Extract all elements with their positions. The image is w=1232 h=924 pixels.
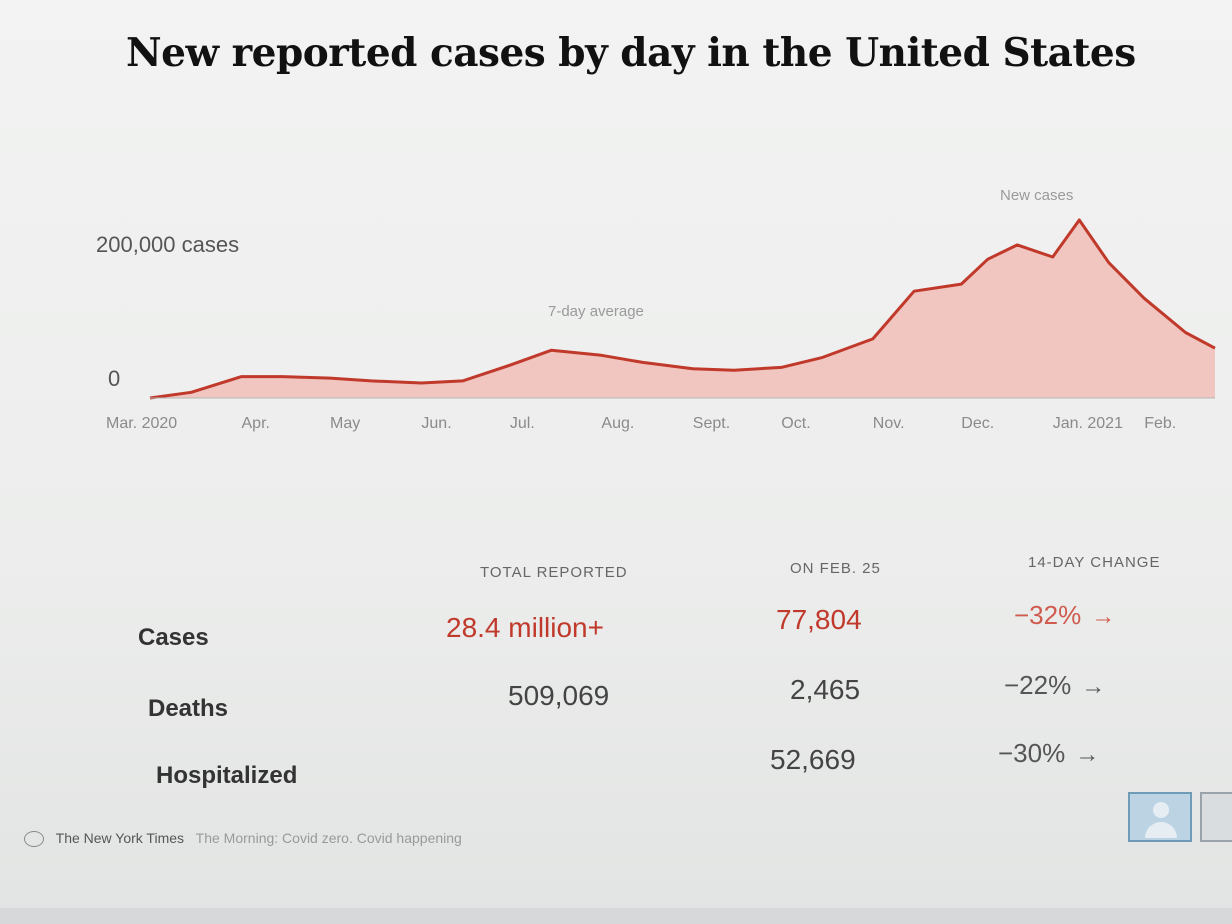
hospitalized-change: −30% → xyxy=(998,738,1099,769)
footer-story-link[interactable]: The Morning: Covid zero. Covid happening xyxy=(195,830,462,846)
avatar-secondary[interactable] xyxy=(1200,792,1232,842)
footer: The New York Times The Morning: Covid ze… xyxy=(24,830,462,848)
deaths-change: −22% → xyxy=(1004,670,1105,701)
x-tick-label: Feb. xyxy=(1144,415,1176,432)
cases-chart: 200,000 cases 0 Mar. 2020 Apr. May Jun. Jul.… xyxy=(96,187,1216,432)
x-tick-label: Mar. 2020 xyxy=(106,415,177,432)
row-label-hospitalized: Hospitalized xyxy=(156,762,298,789)
hospitalized-on-date: 52,669 xyxy=(770,744,856,775)
trend-arrow-icon: → xyxy=(1075,741,1100,768)
x-tick-label: Oct. xyxy=(781,415,810,432)
seven-day-annotation: 7-day average xyxy=(548,303,644,320)
cases-total: 28.4 million+ xyxy=(446,612,604,643)
col-header-change: 14-DAY CHANGE xyxy=(1028,554,1161,571)
x-tick-label: Apr. xyxy=(242,415,270,432)
footer-brand[interactable]: The New York Times xyxy=(55,830,185,846)
cases-change: −32% → xyxy=(1014,600,1115,631)
x-tick-label: Jul. xyxy=(510,415,535,432)
deaths-total: 509,069 xyxy=(508,680,610,711)
x-tick-label: Aug. xyxy=(601,415,634,432)
trend-arrow-icon: → xyxy=(1081,673,1106,700)
hospitalized-change-value: −30% xyxy=(998,738,1066,768)
series-line-0 xyxy=(149,218,1216,400)
x-tick-label: Nov. xyxy=(873,415,905,432)
deaths-change-value: −22% xyxy=(1004,670,1072,700)
col-header-on-date: ON FEB. 25 xyxy=(790,560,881,577)
nyt-logo-icon xyxy=(24,831,44,848)
x-tick-label: May xyxy=(330,415,360,432)
new-cases-annotation: New cases xyxy=(1000,187,1073,204)
cases-change-value: −32% xyxy=(1014,600,1082,630)
y-axis-zero-label: 0 xyxy=(108,366,120,391)
trend-arrow-icon: → xyxy=(1091,603,1116,630)
col-header-total: TOTAL REPORTED xyxy=(480,564,628,581)
taskbar xyxy=(0,908,1232,924)
x-tick-label: Sept. xyxy=(693,415,730,432)
x-tick-label: Jun. xyxy=(421,415,451,432)
row-label-cases: Cases xyxy=(138,624,209,651)
series-area-0 xyxy=(150,220,1215,398)
row-label-deaths: Deaths xyxy=(148,695,229,722)
y-axis-label: 200,000 cases xyxy=(96,232,239,257)
deaths-on-date: 2,465 xyxy=(790,674,861,705)
x-tick-label: Jan. 2021 xyxy=(1053,415,1123,432)
avatar[interactable] xyxy=(1128,792,1192,842)
page-title: New reported cases by day in the United … xyxy=(126,30,1136,76)
stats-table: TOTAL REPORTED ON FEB. 25 14-DAY CHANGE … xyxy=(0,540,1232,800)
cases-on-date: 77,804 xyxy=(776,604,862,635)
x-tick-label: Dec. xyxy=(961,415,994,432)
